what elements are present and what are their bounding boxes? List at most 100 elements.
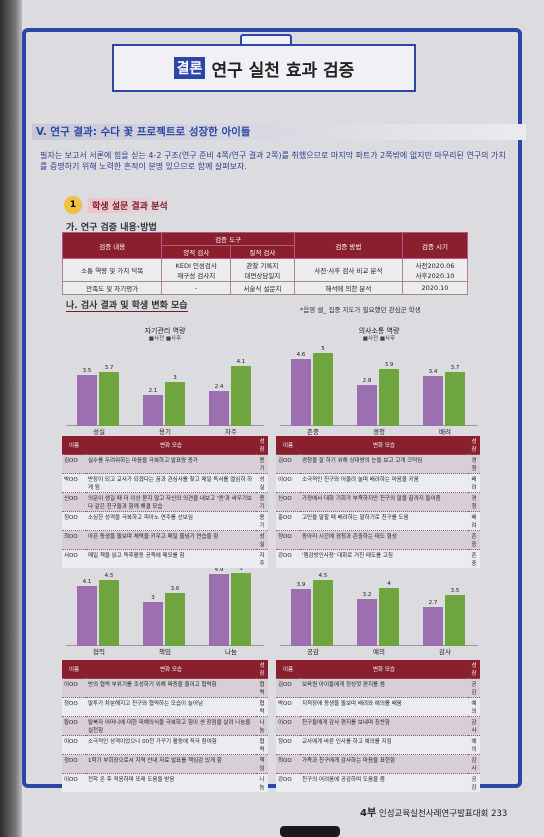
cell: KEDI 인성검사 재구성 검사지 [161, 258, 232, 282]
th-tools: 검증 도구 [161, 232, 295, 246]
table-row: 정OO 동아리 시간에 경청과 존중하는 태도 형성 존중 [276, 530, 480, 550]
bar [231, 572, 251, 646]
bar [209, 574, 229, 646]
table-row: 황OO 탈북자 어머니에 대한 피해의식을 극복하고 힘이 센 장점을 살려 나눔… [62, 716, 268, 736]
bar-value-label: 3.5 [82, 367, 92, 374]
table-row: 홍OO 고민을 말할 때 배려하는 말하기로 친구를 도움 배려 [276, 511, 480, 531]
table-cell: 전학 온 후 적응하며 또래 도움을 받음 [86, 773, 256, 792]
subsection-number: 1 [64, 196, 82, 214]
chart-title: 자기관리 역량 [144, 327, 186, 335]
th-method: 검증 방법 [293, 232, 404, 259]
th-observe: 질적 검사 [230, 245, 295, 259]
bar-value-label: 3.2 [362, 592, 372, 599]
page-title: 연구 실천 효과 검증 [211, 60, 355, 81]
table-row: 이OO 전학 온 후 적응하며 또래 도움을 받음 나눔 [62, 773, 268, 792]
bar [313, 352, 333, 426]
table-row: 김OO 보육원 아이들에게 정성껏 편지를 씀 공감 [276, 678, 480, 698]
table-cell: 말투가 차분해지고 친구와 협력하는 모습이 늘어남 [86, 697, 256, 717]
table-cell: 보육원 아이들에게 정성껏 편지를 씀 [300, 678, 468, 698]
table-cell: 지적장애 동생을 돌보며 배려와 예의를 배움 [300, 697, 468, 717]
cell: 사전2020.06 사후2020.10 [402, 258, 468, 282]
bar-value-label: 2.4 [214, 383, 224, 390]
bar [165, 382, 185, 426]
table-cell: 존중 [468, 530, 480, 550]
table-header-growth: 성장 [468, 436, 480, 455]
table-row: 서OO 매일 책을 읽고 독후활동 공책에 메모를 함 자주 [62, 549, 268, 568]
table-row: 이OO 반의 협력 부위기를 조성하기 위해 짜증을 줄이고 협력함 협력 [62, 678, 268, 698]
table-cell: 정OO [276, 735, 300, 755]
bar [231, 366, 251, 426]
bar-value-label: 2.8 [362, 378, 372, 385]
table-cell: 탈북자 어머니에 대한 피해의식을 극복하고 힘이 센 장점을 살려 나눔을 실… [86, 716, 256, 736]
table-cell: 소극적인 성격이었으나 00천 가꾸기 활동에 적극 참여함 [86, 735, 256, 755]
bar [445, 371, 465, 426]
change-table: 이름 변화 모습 성장 이OO 반의 협력 부위기를 조성하기 위해 짜증을 줄이고 협… [62, 660, 268, 792]
table-row: 강OO '행감방인사장' 대화로 거친 태도를 고침 존중 [276, 549, 480, 568]
cell: 서술식 설문지 [230, 281, 295, 295]
table-header-name: 이름 [276, 436, 300, 455]
table-header-growth: 성장 [468, 660, 480, 679]
table-header-growth: 성장 [256, 436, 268, 455]
table-cell: 정OO [62, 697, 86, 717]
chart-title: 의사소통 역량 [358, 327, 400, 335]
category-label: 배려 [439, 428, 451, 436]
bar-value-label: 4.9 [214, 567, 224, 574]
bar-value-label: 3.7 [450, 364, 460, 371]
bar [165, 593, 185, 646]
change-table: 이름 변화 모습 성장 김OO 경청을 잘 하기 위해 상대방의 눈을 보고 고개 끄덕… [276, 436, 480, 568]
subsection-1-heading: 1 학생 설문 결과 분석 [64, 196, 172, 214]
table-cell: 강OO [276, 773, 300, 792]
table-cell: 김OO [276, 678, 300, 698]
category-label: 예의 [373, 648, 385, 656]
table-row: 최OO 가족과 친구에게 감사하는 마음을 표현함 감사 [276, 754, 480, 774]
book-spine [0, 0, 22, 837]
bar-value-label: 3.5 [450, 587, 460, 594]
bar-value-label: 4 [387, 580, 391, 587]
table-cell: 강OO [276, 549, 300, 568]
bar [209, 390, 229, 426]
title-tag: 결론 [173, 57, 206, 79]
bar [357, 599, 377, 646]
bar-value-label: 3.7 [104, 364, 114, 371]
table-cell: 소극적인 친구와 어울려 놀며 배려하는 마음을 키움 [300, 473, 468, 493]
cell-line: 대면상담일지 [244, 272, 281, 280]
category-label: 성실 [93, 428, 105, 436]
bar-value-label: 4.1 [236, 359, 246, 366]
bar [77, 374, 97, 426]
table-cell: 나눔 [256, 773, 268, 792]
bar-value-label: 5 [321, 345, 325, 352]
bar-value-label: 2.1 [148, 388, 158, 395]
category-label: 나눔 [225, 648, 237, 656]
table-cell: 서OO [62, 549, 86, 568]
table-cell: 의문이 생길 때 더 이상 묻지 않고 자신의 의견을 내보고 '엔'과 싸우기… [86, 492, 256, 512]
table-header-change: 변화 모습 [300, 660, 468, 679]
cell-line: 관찰 기록지 [246, 262, 279, 270]
cell-line: 재구성 검사지 [177, 272, 216, 280]
cell: 소통 역량 및 가치 덕목 [61, 258, 163, 282]
bar-value-label: 4.1 [82, 579, 92, 586]
table-row: 정OO 소심한 성격을 극복하고 피아노 연주를 선보임 용기 [62, 511, 268, 531]
bar [357, 385, 377, 426]
table-cell: 소심한 성격을 극복하고 피아노 연주를 선보임 [86, 511, 256, 531]
table-cell: 아픈 동생을 돌보며 체력을 키우고 매일 줄넘기 연습을 함 [86, 530, 256, 550]
table-cell: 배려 [468, 511, 480, 531]
category-label: 협력 [93, 648, 105, 656]
table-row: 신OO 가정에서 대화 기회가 부족하지만 친구의 말을 끝까지 들어줌 경청 [276, 492, 480, 512]
table-cell: 협력 [256, 678, 268, 698]
bar [77, 586, 97, 646]
bar-chart: 의사소통 역량 ■사전 ■사후 4.6 5 존중 2.8 3.9 경청 3.4 3.7 배려 [280, 327, 478, 436]
th-content: 검증 내용 [61, 232, 163, 259]
heading-results: 나. 검사 결과 및 학생 변화 모습 [66, 298, 188, 312]
table-cell: 공감 [468, 678, 480, 698]
table-cell: 경청 [468, 492, 480, 512]
section-heading: V. 연구 결과: 수다 꽃 프로젝트로 성장한 아이들 [32, 124, 526, 140]
table-header-name: 이름 [276, 660, 300, 679]
table-cell: 실수를 두려워하는 마음을 극복하고 발표량 증가 [86, 454, 256, 474]
table-row: 최OO 아픈 동생을 돌보며 체력을 키우고 매일 줄넘기 연습을 함 성실 [62, 530, 268, 550]
table-cell: 친구들에게 감사 편지를 보내며 칭찬함 [300, 716, 468, 736]
table-cell: 용기 [256, 492, 268, 512]
table-cell: 성실 [256, 530, 268, 550]
